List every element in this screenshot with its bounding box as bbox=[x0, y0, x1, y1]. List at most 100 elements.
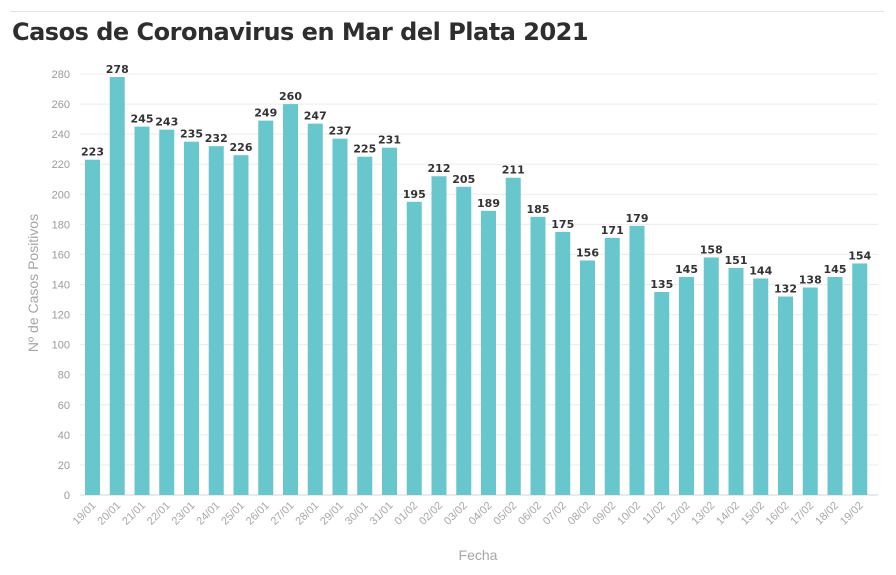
bar[interactable] bbox=[109, 77, 125, 495]
bar[interactable] bbox=[332, 138, 348, 495]
bar[interactable] bbox=[134, 126, 150, 495]
bar[interactable] bbox=[555, 231, 571, 495]
x-tick-label: 21/01 bbox=[120, 500, 148, 528]
data-label: 231 bbox=[378, 134, 401, 147]
data-label: 232 bbox=[205, 132, 228, 145]
bar[interactable] bbox=[505, 177, 521, 495]
bar[interactable] bbox=[852, 263, 868, 495]
x-tick-label: 28/01 bbox=[293, 500, 321, 528]
bar[interactable] bbox=[283, 104, 298, 496]
data-label: 225 bbox=[353, 143, 376, 156]
data-label: 185 bbox=[527, 203, 550, 216]
chart-title: Casos de Coronavirus en Mar del Plata 20… bbox=[12, 18, 589, 46]
data-label: 226 bbox=[230, 141, 253, 154]
bar[interactable] bbox=[456, 186, 472, 495]
data-label: 195 bbox=[403, 188, 426, 201]
x-tick-label: 19/01 bbox=[71, 500, 99, 528]
x-tick-label: 05/02 bbox=[491, 500, 519, 528]
bar[interactable] bbox=[753, 278, 769, 495]
x-tick-label: 27/01 bbox=[269, 500, 297, 528]
x-tick-label: 09/02 bbox=[590, 500, 618, 528]
bar[interactable] bbox=[728, 267, 744, 495]
data-label: 243 bbox=[155, 116, 178, 129]
bar[interactable] bbox=[184, 141, 199, 496]
bar[interactable] bbox=[679, 276, 694, 495]
x-tick-label: 26/01 bbox=[244, 500, 272, 528]
x-tick-label: 03/02 bbox=[442, 500, 470, 528]
data-label: 223 bbox=[81, 146, 104, 159]
data-label: 154 bbox=[848, 249, 871, 262]
data-label: 278 bbox=[106, 63, 129, 76]
bar[interactable] bbox=[357, 156, 373, 496]
data-label: 144 bbox=[749, 264, 772, 277]
data-label: 175 bbox=[551, 218, 574, 231]
bar[interactable] bbox=[481, 210, 496, 495]
bar[interactable] bbox=[530, 216, 546, 495]
y-tick-label: 100 bbox=[52, 340, 70, 352]
x-tick-label: 15/02 bbox=[739, 500, 767, 528]
data-label: 237 bbox=[329, 125, 352, 138]
bar[interactable] bbox=[208, 146, 224, 495]
y-tick-label: 160 bbox=[52, 249, 70, 261]
x-axis-ticks: 19/0120/0121/0122/0123/0124/0125/0126/01… bbox=[71, 500, 866, 528]
bars bbox=[85, 77, 868, 496]
y-tick-label: 80 bbox=[58, 370, 70, 382]
data-label: 158 bbox=[700, 243, 723, 256]
bar[interactable] bbox=[382, 147, 397, 496]
y-tick-label: 40 bbox=[58, 430, 70, 442]
x-tick-label: 19/02 bbox=[838, 500, 866, 528]
data-label: 156 bbox=[576, 246, 599, 259]
bar[interactable] bbox=[827, 276, 843, 495]
x-tick-label: 25/01 bbox=[219, 500, 247, 528]
y-tick-label: 180 bbox=[52, 219, 70, 231]
bar[interactable] bbox=[307, 123, 323, 495]
bar[interactable] bbox=[233, 155, 249, 495]
bar[interactable] bbox=[802, 287, 818, 495]
y-axis-ticks: 0 20 40 60 80 100 120 140 160 180 200 220 240 260 280 bbox=[52, 69, 70, 502]
x-tick-label: 16/02 bbox=[764, 500, 792, 528]
bar[interactable] bbox=[258, 120, 274, 495]
y-tick-label: 0 bbox=[64, 490, 70, 502]
bar[interactable] bbox=[431, 176, 447, 495]
bar[interactable] bbox=[85, 159, 100, 496]
data-label: 171 bbox=[601, 224, 624, 237]
data-label: 132 bbox=[774, 283, 797, 296]
x-tick-label: 29/01 bbox=[318, 500, 346, 528]
top-divider bbox=[10, 11, 884, 12]
x-tick-label: 02/02 bbox=[417, 500, 445, 528]
bar[interactable] bbox=[629, 225, 645, 495]
x-tick-label: 04/02 bbox=[467, 500, 495, 528]
data-label: 212 bbox=[428, 162, 451, 175]
y-tick-label: 120 bbox=[52, 310, 70, 322]
y-axis-label: Nº de Casos Positivos bbox=[25, 214, 41, 352]
bar[interactable] bbox=[604, 237, 620, 495]
x-tick-label: 08/02 bbox=[566, 500, 594, 528]
data-label: 151 bbox=[725, 254, 748, 267]
bar[interactable] bbox=[778, 296, 793, 495]
data-label: 247 bbox=[304, 110, 327, 123]
y-tick-label: 20 bbox=[58, 460, 70, 472]
y-tick-label: 60 bbox=[58, 400, 70, 412]
bar[interactable] bbox=[703, 257, 719, 495]
x-tick-label: 24/01 bbox=[194, 500, 222, 528]
x-tick-label: 06/02 bbox=[516, 500, 544, 528]
y-tick-label: 220 bbox=[52, 159, 70, 171]
data-label: 245 bbox=[131, 113, 154, 126]
x-tick-label: 22/01 bbox=[145, 500, 173, 528]
bar[interactable] bbox=[654, 292, 670, 495]
x-tick-label: 18/02 bbox=[813, 500, 841, 528]
x-tick-label: 14/02 bbox=[714, 500, 742, 528]
data-label: 145 bbox=[824, 263, 847, 276]
x-axis-label: Fecha bbox=[459, 547, 498, 563]
data-label: 211 bbox=[502, 164, 525, 177]
bar[interactable] bbox=[580, 260, 595, 495]
data-label: 249 bbox=[254, 107, 277, 120]
data-label: 145 bbox=[675, 263, 698, 276]
bar[interactable] bbox=[406, 201, 422, 495]
y-tick-label: 260 bbox=[52, 99, 70, 111]
y-tick-label: 280 bbox=[52, 69, 70, 81]
bar[interactable] bbox=[159, 129, 175, 495]
x-tick-label: 20/01 bbox=[95, 500, 123, 528]
